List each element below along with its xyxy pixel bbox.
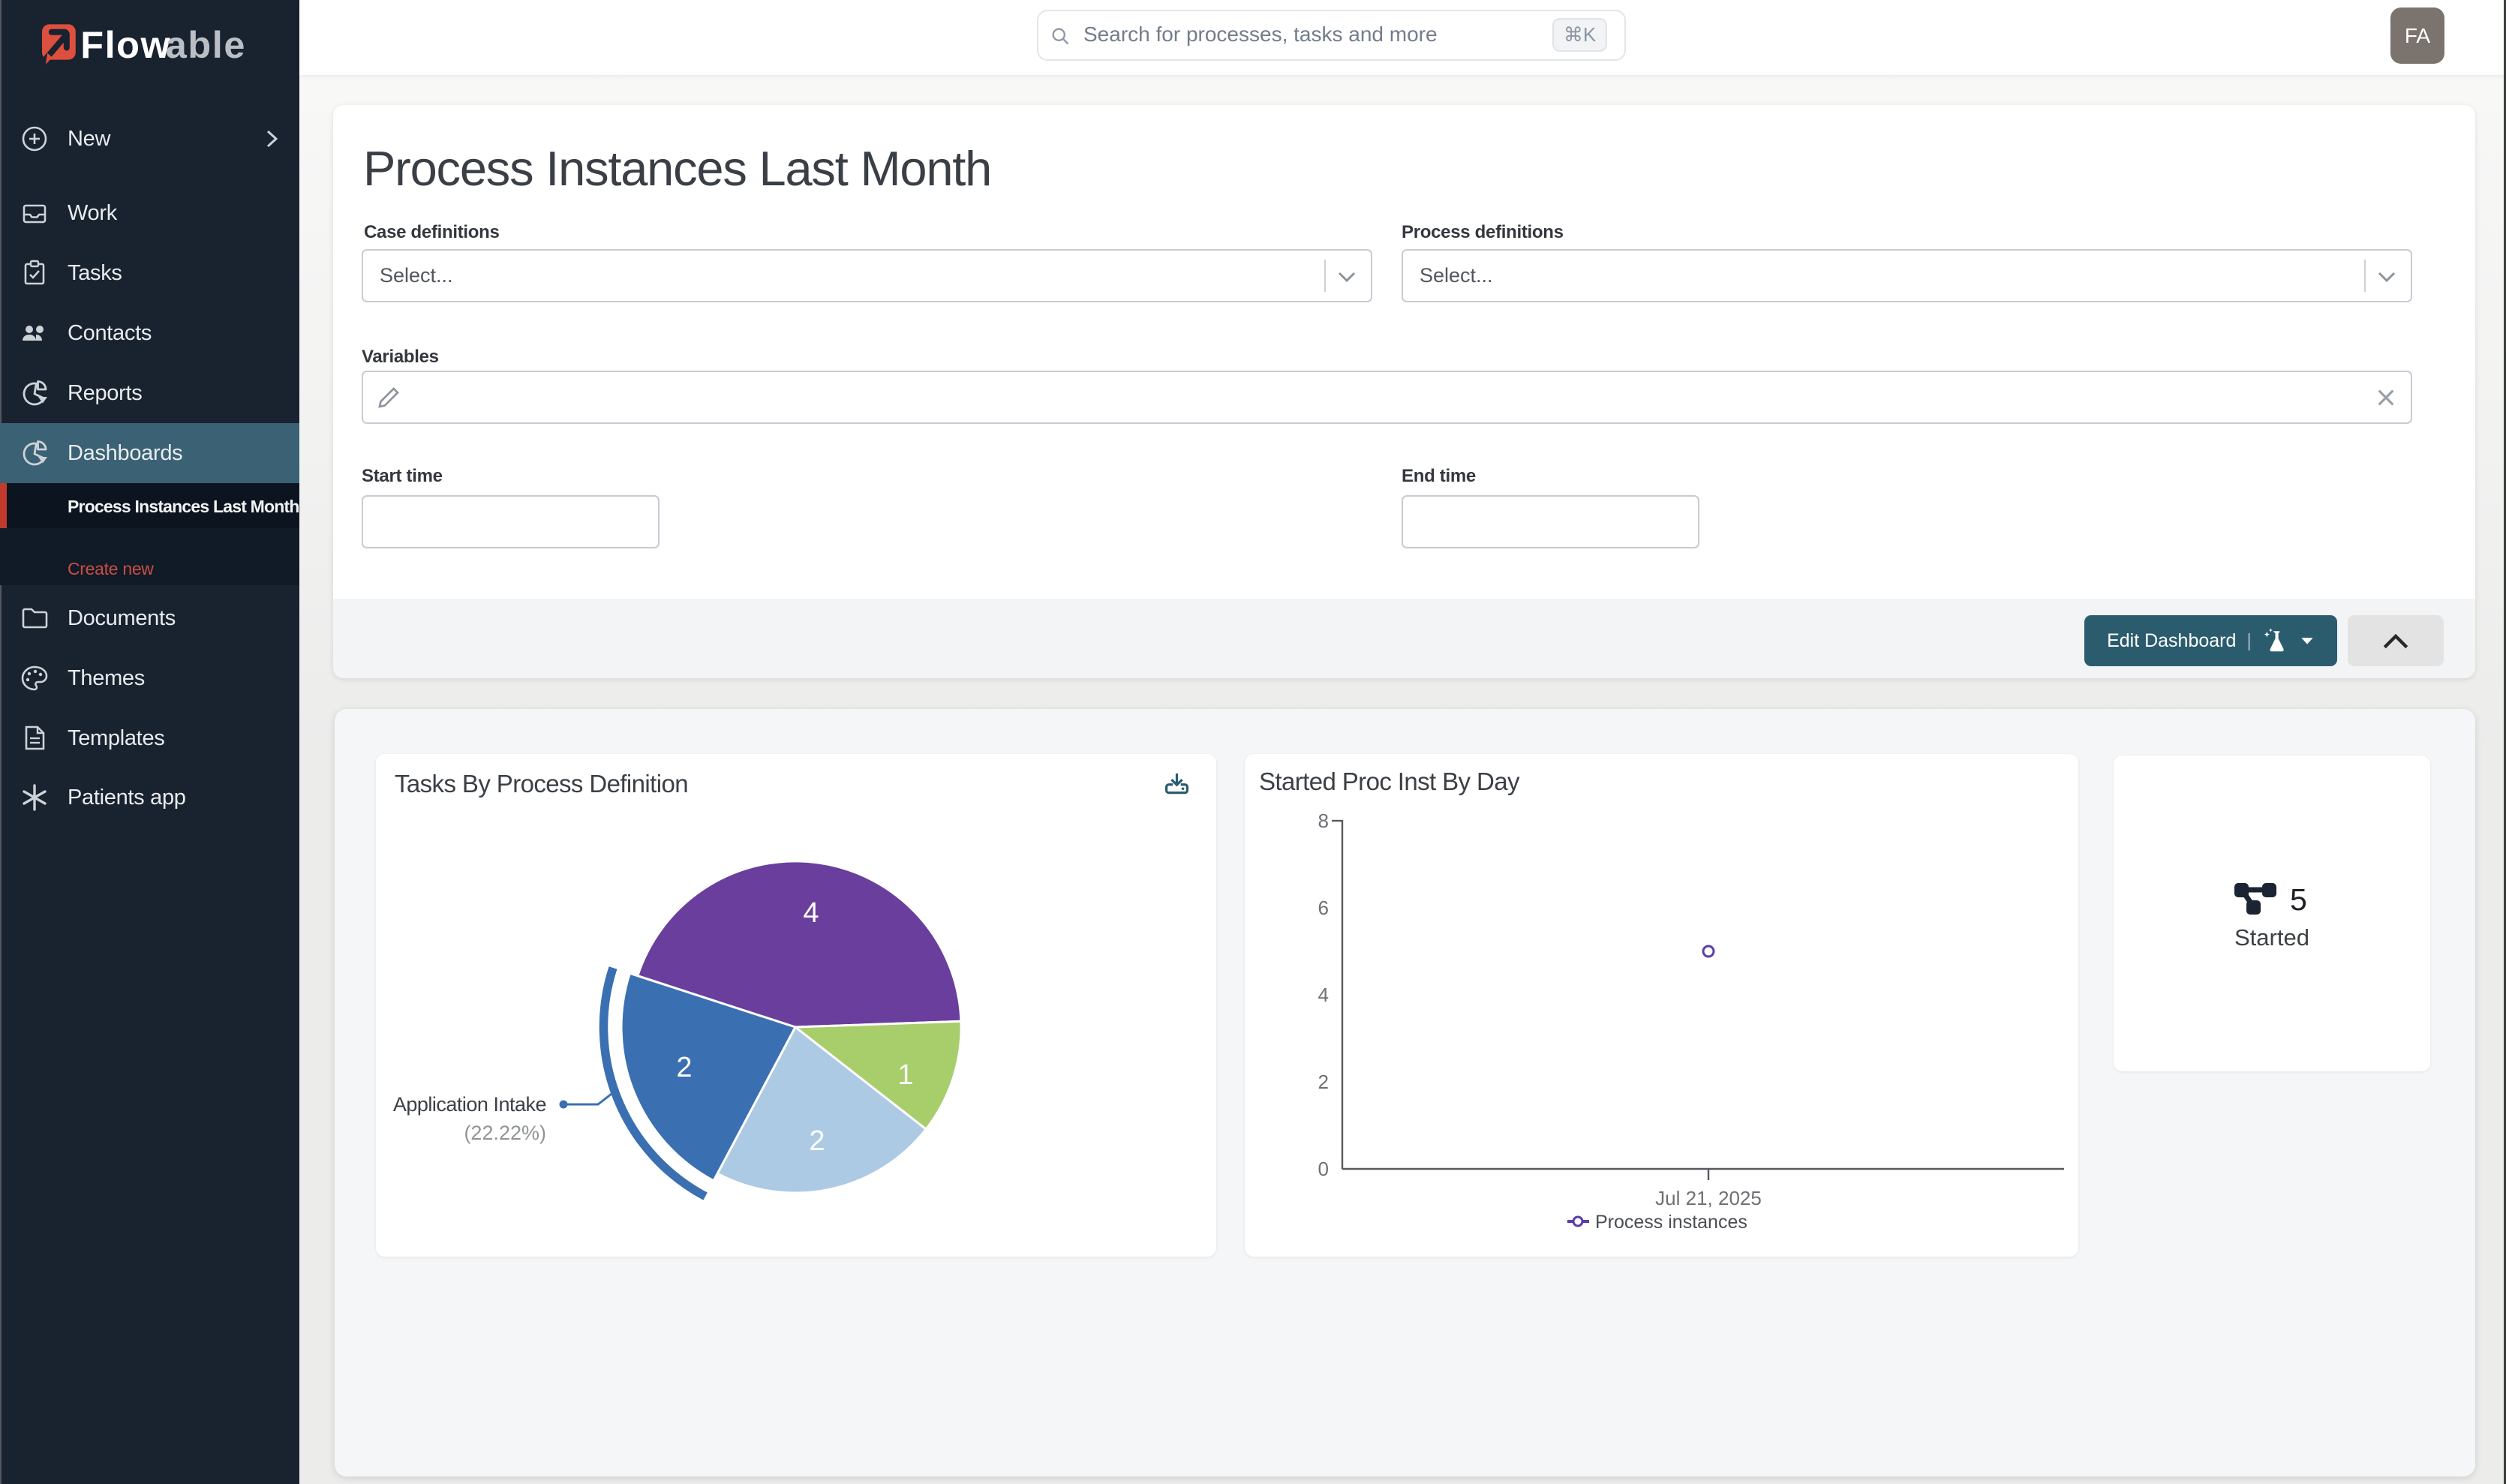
- svg-text:0: 0: [1318, 1158, 1329, 1180]
- svg-text:6: 6: [1318, 897, 1329, 919]
- svg-text:Jul 21, 2025: Jul 21, 2025: [1655, 1187, 1762, 1209]
- svg-text:8: 8: [1318, 810, 1329, 832]
- svg-text:1: 1: [897, 1059, 913, 1091]
- svg-text:Application Intake: Application Intake: [393, 1093, 546, 1116]
- svg-text:2: 2: [676, 1052, 692, 1083]
- svg-text:able: able: [166, 23, 246, 66]
- svg-text:Flow: Flow: [80, 23, 171, 66]
- svg-text:2: 2: [1318, 1071, 1329, 1093]
- svg-text:4: 4: [1318, 984, 1329, 1006]
- svg-text:Process instances: Process instances: [1595, 1212, 1747, 1233]
- svg-text:2: 2: [809, 1125, 825, 1157]
- svg-text:4: 4: [803, 897, 819, 929]
- svg-text:(22.22%): (22.22%): [464, 1122, 546, 1144]
